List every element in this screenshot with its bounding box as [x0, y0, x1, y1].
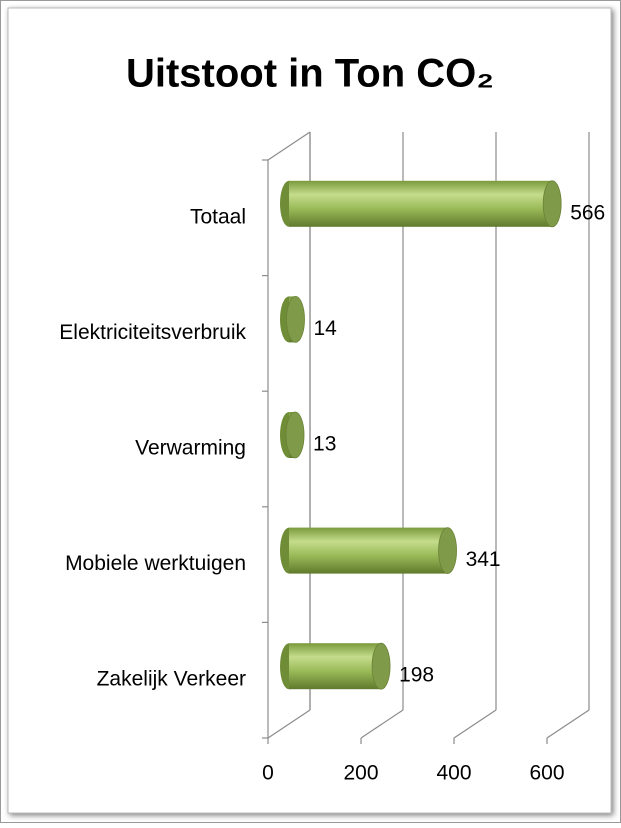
bar-cap	[286, 295, 305, 343]
y-tick-label: Elektriciteitsverbruik	[59, 321, 246, 344]
bar-cap	[438, 527, 457, 574]
left-wall-top	[267, 131, 311, 161]
bar-cap	[371, 642, 391, 690]
bar	[280, 642, 391, 690]
bar	[280, 527, 457, 574]
value-label: 14	[314, 317, 338, 340]
bar-cap	[285, 411, 305, 459]
bar-body	[289, 527, 448, 574]
bar-cap	[542, 180, 562, 228]
y-tick-label: Totaal	[190, 205, 246, 228]
x-tick-label: 400	[436, 762, 471, 785]
bar	[280, 411, 305, 459]
x-tick-label: 200	[343, 762, 378, 785]
y-tick-label: Verwarming	[135, 437, 246, 460]
value-label: 341	[466, 548, 501, 571]
bar	[280, 295, 305, 343]
floor-line	[360, 709, 404, 739]
x-tick-label: 600	[529, 762, 564, 785]
y-tick-label: Zakelijk Verkeer	[97, 668, 246, 691]
bar-body	[289, 180, 553, 227]
chart-title: Uitstoot in Ton CO₂	[126, 52, 494, 96]
value-label: 566	[570, 201, 605, 224]
floor-line	[453, 709, 497, 739]
bar	[280, 180, 562, 228]
y-tick-label: Mobiele werktuigen	[65, 552, 246, 575]
value-label: 13	[313, 433, 336, 456]
value-label: 198	[399, 664, 434, 687]
bar-body	[289, 643, 382, 690]
floor-line	[267, 709, 311, 739]
x-tick-label: 0	[262, 762, 274, 785]
floor-line	[546, 709, 590, 739]
